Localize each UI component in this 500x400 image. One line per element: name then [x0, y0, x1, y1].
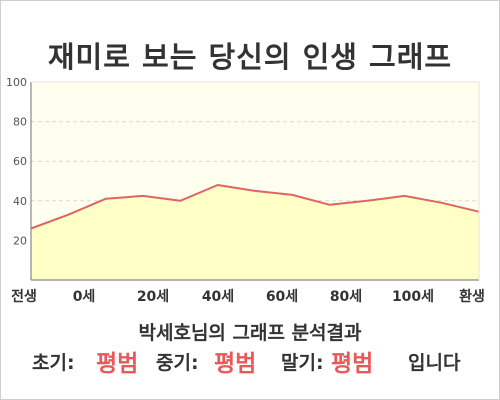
x-tick-label: 0세 — [73, 289, 96, 305]
x-tick-label: 100세 — [392, 289, 434, 305]
y-tick-label: 80 — [13, 116, 27, 129]
y-tick-label: 60 — [13, 155, 27, 168]
life-area-fill — [31, 185, 479, 280]
life-line-series — [30, 184, 480, 230]
early-result: 평범 — [96, 344, 138, 378]
y-tick-label: 20 — [13, 234, 27, 247]
x-tick-label: 환생 — [459, 288, 485, 305]
page-title: 재미로 보는 당신의 인생 그래프 — [47, 40, 453, 74]
analysis-title: 박세호님의 그래프 분석결과 — [138, 322, 362, 344]
x-tick-label: 전생 — [11, 288, 37, 305]
mid-period: 중기: — [156, 348, 199, 375]
suffix-text: 입니다 — [408, 352, 461, 374]
x-tick-label: 80세 — [330, 289, 362, 305]
life-graph-chart: 20 40 60 80 100 전생 0세 20세 40세 60세 80세 100세 환생 — [6, 76, 485, 305]
late-result: 평범 — [331, 344, 373, 378]
x-tick-label: 60세 — [266, 289, 298, 305]
mid-value: 평범 — [214, 351, 257, 377]
late-label: 말기: — [281, 352, 324, 374]
late-value: 평범 — [331, 351, 374, 377]
early-label: 초기: — [32, 352, 75, 374]
axes — [30, 81, 480, 281]
y-tick-labels: 20 40 60 80 100 — [6, 76, 27, 247]
x-tick-labels: 전생 0세 20세 40세 60세 80세 100세 환생 — [11, 288, 485, 305]
result-suffix: 입니다 — [408, 348, 460, 375]
late-period: 말기: — [281, 348, 324, 375]
x-tick-label: 40세 — [202, 289, 234, 305]
early-value: 평범 — [96, 351, 139, 377]
early-period: 초기: — [32, 348, 75, 375]
mid-label: 중기: — [156, 352, 199, 374]
y-tick-label: 100 — [6, 76, 27, 89]
x-tick-label: 20세 — [137, 289, 169, 305]
mid-result: 평범 — [214, 344, 256, 378]
y-tick-label: 40 — [13, 195, 27, 208]
